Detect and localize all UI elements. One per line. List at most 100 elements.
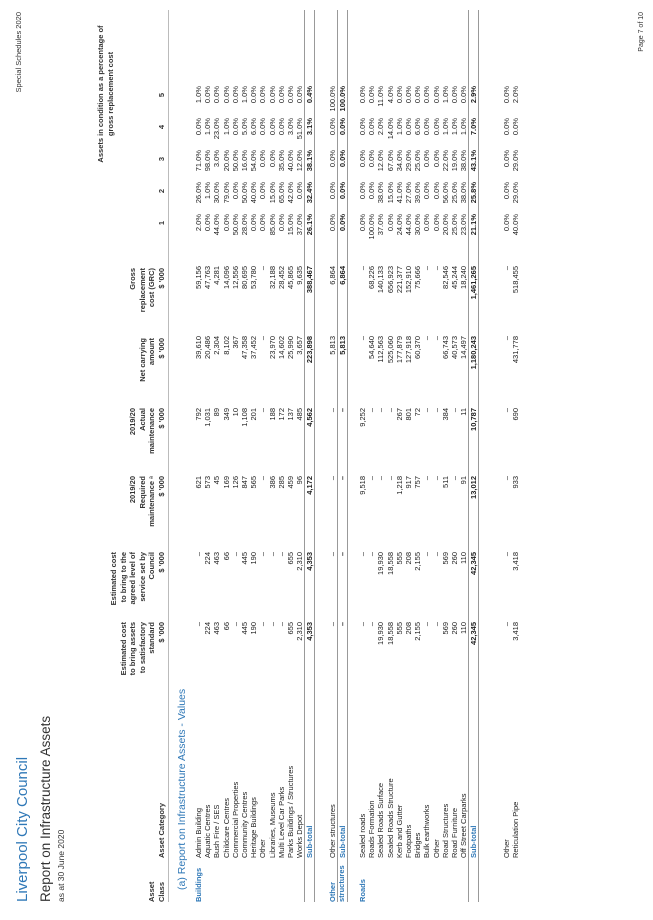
cell-value: 0.0% <box>422 150 432 168</box>
cell-value: 2,310 <box>295 622 305 641</box>
table-row: Kerb and Gutter 555 555 1,218 267 177,879 221,… <box>395 10 404 902</box>
cell-value: 60,370 <box>413 336 423 359</box>
cell-value: 224 <box>203 622 213 635</box>
cell-value: 10,787 <box>469 408 479 431</box>
asset-category: Works Depot <box>295 814 305 858</box>
cell-value: 28.0% <box>239 214 249 236</box>
cell-value: 4,172 <box>305 476 315 495</box>
cell-value: 518,455 <box>511 266 521 294</box>
cell-value: 0.0% <box>338 118 348 136</box>
cell-value: 0.0% <box>431 150 441 168</box>
cell-value: – <box>422 408 432 413</box>
cell-value: 26.0% <box>194 182 203 204</box>
cell-value: 12,556 <box>230 266 240 289</box>
cell-value: 485 <box>295 408 305 421</box>
cell-value: 792 <box>194 408 203 421</box>
cell-value: – <box>385 408 395 413</box>
cell-value: 7.0% <box>469 118 479 136</box>
table-row: Other – – – – – – 0.0% 0.0% 0.0% 0.0% 0.0% <box>432 10 441 902</box>
cell-value: 68,226 <box>367 266 377 289</box>
cell-value: 96 <box>295 476 305 485</box>
cell-value: 1,108 <box>239 408 249 427</box>
cell-value: 59,156 <box>194 266 203 289</box>
cell-value: – <box>358 622 367 627</box>
cell-value: 0.0% <box>230 86 240 104</box>
cell-value: 98.0% <box>203 150 213 172</box>
cell-value: 0.0% <box>212 86 222 104</box>
cell-value: 9,518 <box>358 476 367 495</box>
cell-value: – <box>502 336 511 341</box>
cell-value: 4,281 <box>212 266 222 285</box>
cell-value: 0.0% <box>221 214 231 232</box>
cell-value: 91 <box>459 476 469 485</box>
cell-value: 26.1% <box>305 214 315 236</box>
cell-value: 260 <box>449 552 459 565</box>
cell-value: 71.0% <box>194 150 203 172</box>
subtotal-row: Sub-total 42,345 42,345 13,012 10,787 1,180,2… <box>468 10 480 902</box>
asset-category: Bush Fire / SES <box>212 804 222 858</box>
cell-value: 0.0% <box>338 150 348 168</box>
cell-value: 655 <box>285 622 295 635</box>
cell-value: 18,558 <box>385 552 395 575</box>
asset-category: Sealed Roads Surface <box>376 782 386 858</box>
cell-value: – <box>338 476 348 481</box>
asset-category: Sub-total <box>305 825 315 859</box>
cell-value: – <box>431 622 441 627</box>
cell-value: 6,864 <box>338 266 348 285</box>
cell-value: – <box>358 266 367 271</box>
cell-value: 6.0% <box>413 118 423 136</box>
cell-value: 0.0% <box>502 150 511 168</box>
cell-value: 0.0% <box>276 86 286 104</box>
cell-value: 85.0% <box>267 214 277 236</box>
cell-value: 569 <box>440 622 450 635</box>
asset-category: Multi Level Car Parks <box>276 786 286 858</box>
asset-category: Roads Formation <box>367 800 377 858</box>
header-required-maintenance: 2019/20 Required maintenance ᵃ $ '000 <box>128 476 166 527</box>
cell-value: – <box>328 552 337 557</box>
cell-value: – <box>376 408 386 413</box>
cell-value: 126 <box>230 476 240 489</box>
cell-value: 0.0% <box>258 182 268 200</box>
table-row: Bush Fire / SES 463 463 45 89 2,304 4,281 44.0%… <box>212 10 221 902</box>
cell-value: 22.0% <box>440 150 450 172</box>
cell-value: – <box>358 336 367 341</box>
cell-value: 38.0% <box>376 182 386 204</box>
cell-value: – <box>422 476 432 481</box>
cell-value: 45 <box>212 476 222 485</box>
table-row: Community Centres 445 445 847 1,108 47,358 80,… <box>240 10 249 902</box>
asset-category: Other <box>258 839 268 858</box>
cell-value: 67.0% <box>385 150 395 172</box>
table-row: Other structures – – – – 5,813 6,864 0.0% 0.0% 0.… <box>328 10 337 902</box>
cell-value: 25,990 <box>285 336 295 359</box>
cell-value: 0.0% <box>413 86 423 104</box>
cell-value: – <box>338 408 348 413</box>
cell-value: 0.0% <box>249 214 259 232</box>
page-number: Page 7 of 10 <box>638 12 645 52</box>
cell-value: – <box>502 476 511 481</box>
cell-value: 24.0% <box>394 214 404 236</box>
cell-value: 208 <box>403 622 413 635</box>
cell-value: 463 <box>212 622 222 635</box>
cell-value: 569 <box>440 552 450 565</box>
table-row: Footpaths 208 208 917 801 127,918 152,910 44.0%… <box>404 10 413 902</box>
cell-value: 152,910 <box>403 266 413 294</box>
cell-value: – <box>258 266 268 271</box>
cell-value: 1.0% <box>459 118 469 136</box>
table-row: Other – – – – – – 0.0% 0.0% 0.0% 0.0% 0.0% <box>502 10 511 902</box>
cell-value: 169 <box>221 476 231 489</box>
header-asset-class: Asset Class <box>147 881 166 902</box>
cell-value: 79.0% <box>221 182 231 204</box>
cell-value: 201 <box>249 408 259 421</box>
cell-value: 100.0% <box>367 214 377 240</box>
cell-value: 267 <box>394 408 404 421</box>
asset-category: Libraries, Museums <box>267 792 277 858</box>
organisation-name: Liverpool City Council <box>14 756 31 902</box>
asset-category: Road Structures <box>440 803 450 858</box>
cell-value: 42,345 <box>469 622 479 645</box>
cell-value: 40.0% <box>285 150 295 172</box>
cell-value: 2.0% <box>194 214 203 232</box>
cell-value: 43.1% <box>469 150 479 172</box>
cell-value: 37.0% <box>376 214 386 236</box>
cell-value: 2.0% <box>376 118 386 136</box>
